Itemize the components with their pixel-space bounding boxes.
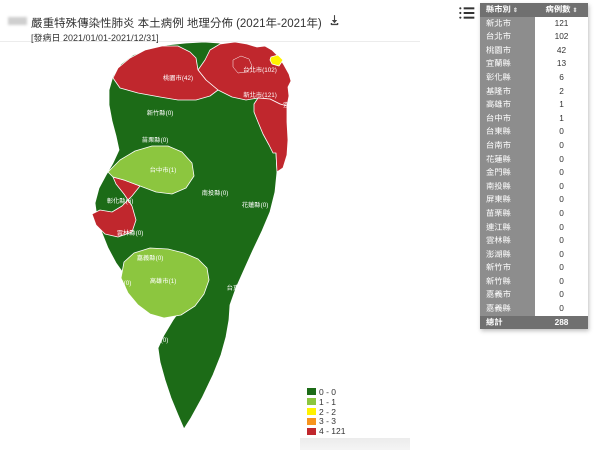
- svg-text:彰化縣(6): 彰化縣(6): [107, 197, 134, 205]
- svg-text:屏東縣(0): 屏東縣(0): [142, 336, 169, 344]
- svg-text:高雄市(1): 高雄市(1): [150, 277, 177, 285]
- svg-text:新竹縣(0): 新竹縣(0): [147, 109, 174, 117]
- svg-text:台東縣(1): 台東縣(1): [227, 284, 254, 292]
- svg-text:花蓮縣(0): 花蓮縣(0): [242, 201, 269, 209]
- svg-text:台北市(102): 台北市(102): [243, 66, 277, 74]
- svg-text:嘉義縣(0): 嘉義縣(0): [137, 254, 164, 262]
- svg-text:台中市(1): 台中市(1): [150, 166, 177, 174]
- svg-text:雲林縣(0): 雲林縣(0): [117, 229, 144, 237]
- svg-text:桃園市(42): 桃園市(42): [163, 74, 193, 82]
- svg-text:苗栗縣(0): 苗栗縣(0): [142, 136, 169, 144]
- svg-text:南投縣(0): 南投縣(0): [201, 189, 229, 197]
- svg-text:台南市(0): 台南市(0): [105, 279, 132, 287]
- svg-text:新北市(121): 新北市(121): [243, 91, 277, 99]
- svg-text:宜蘭縣(13): 宜蘭縣(13): [283, 101, 313, 109]
